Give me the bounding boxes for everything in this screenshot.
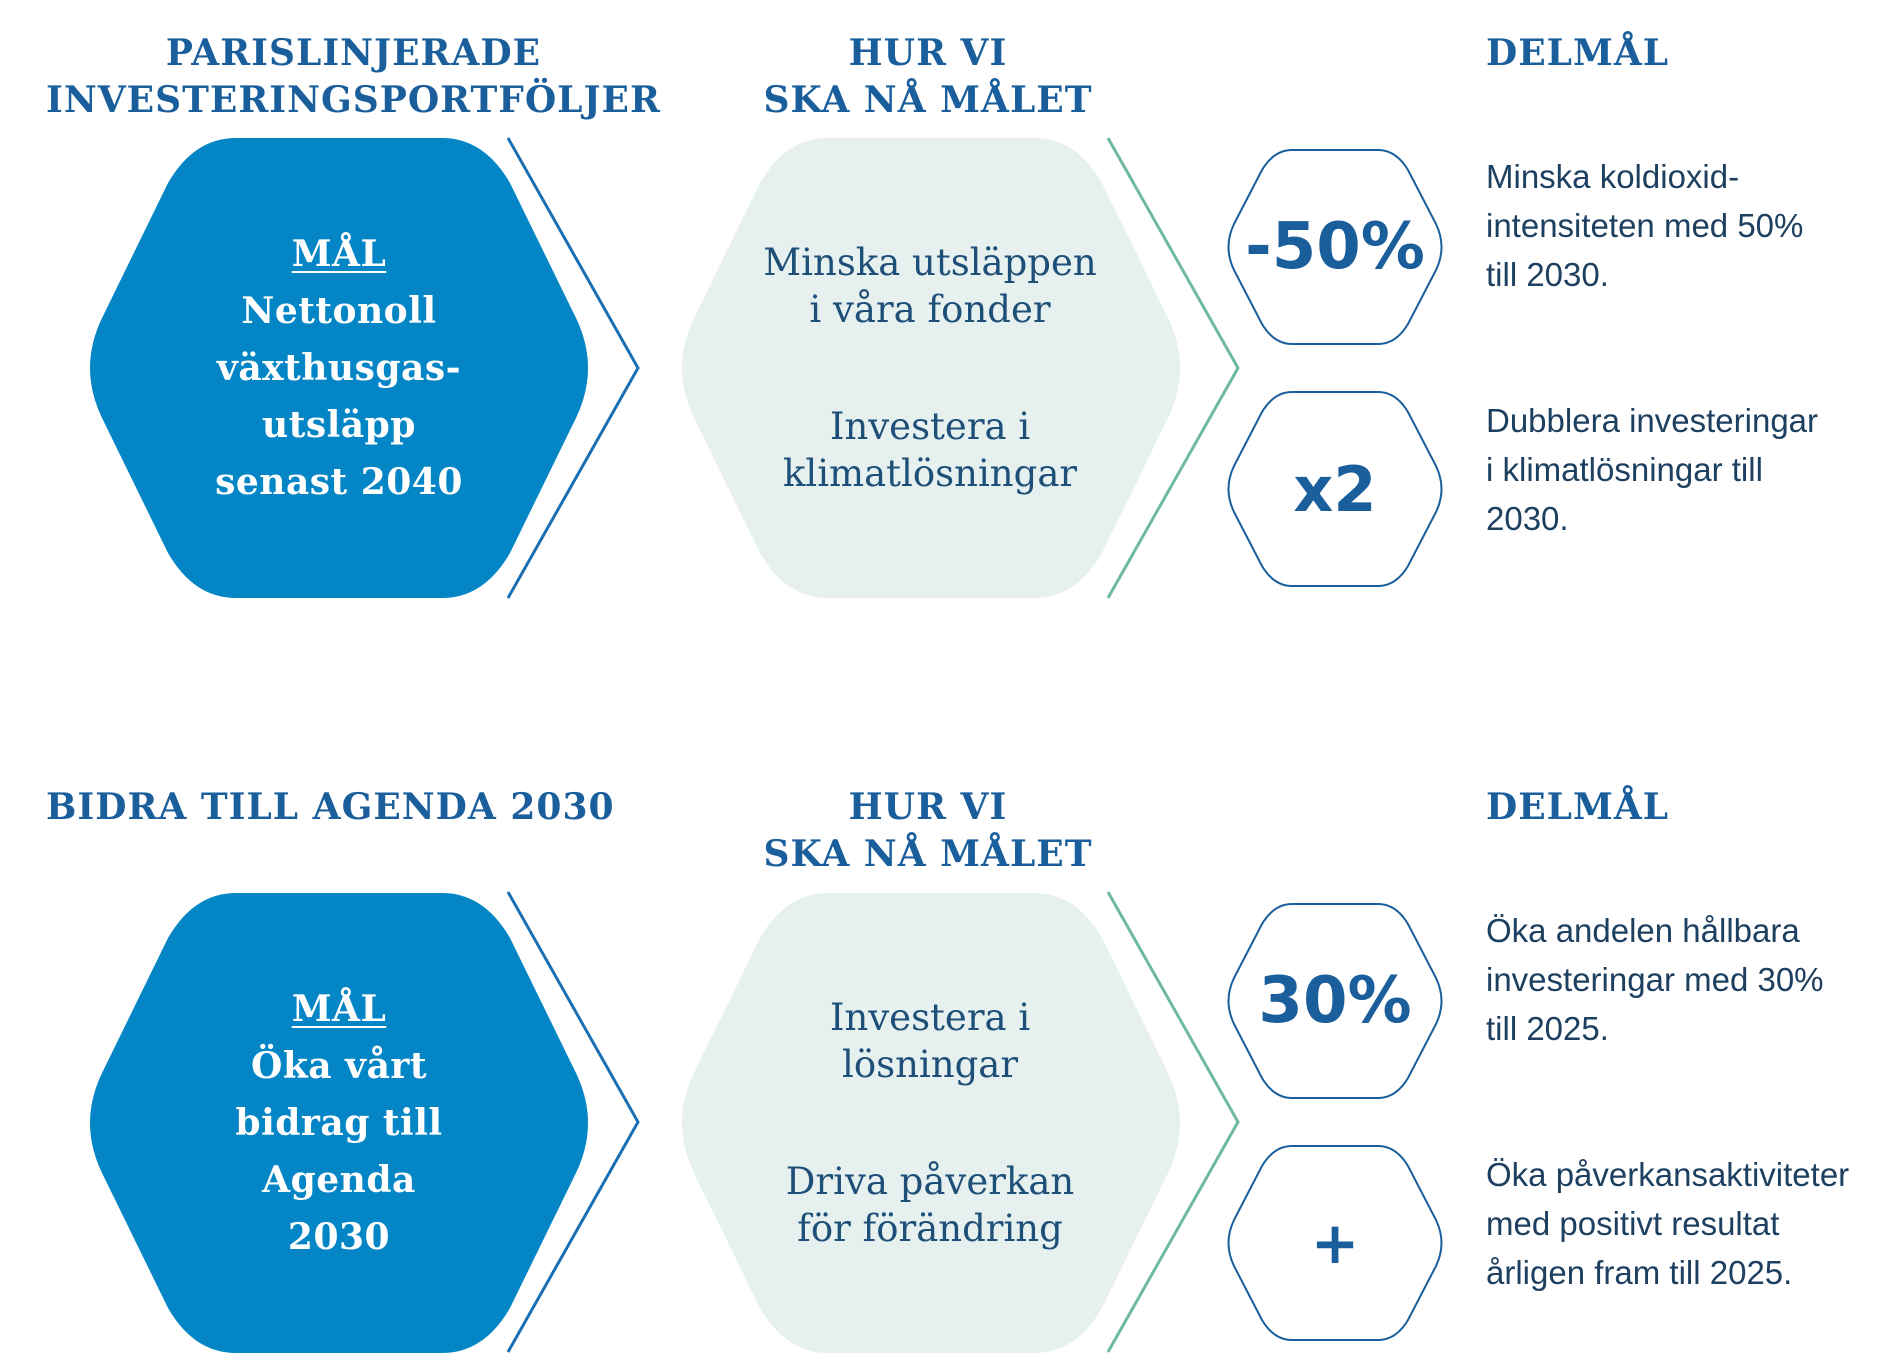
milestone-description: Dubblera investeringar i klimatlösningar…: [1486, 402, 1819, 537]
goal-text-block: MÅL Öka vårt bidrag till Agenda 2030: [136, 893, 542, 1353]
goal-heading: PARISLINJERADE INVESTERINGSPORTFÖLJER: [46, 32, 661, 121]
goal-description: Nettonoll växthusgas- utsläpp senast 204…: [215, 289, 463, 503]
milestone-badge: +: [1310, 1209, 1360, 1277]
how-item: Investera i klimatlösningar: [782, 405, 1078, 495]
milestone-badge-outline: [1227, 391, 1443, 587]
milestone-badge: 30%: [1258, 964, 1412, 1038]
goal-text-block: MÅL Nettonoll växthusgas- utsläpp senast…: [136, 138, 542, 598]
chevron-right-icon: [1106, 891, 1240, 1353]
goal-description: Öka vårt bidrag till Agenda 2030: [235, 1044, 443, 1258]
milestone-description: Öka påverkansaktiviteter med positivt re…: [1486, 1156, 1850, 1291]
goal-label: MÅL: [291, 232, 387, 275]
milestone-description: Minska koldioxid- intensiteten med 50% t…: [1486, 158, 1804, 293]
chevron-right-icon: [506, 137, 640, 599]
milestone-badge-outline: [1227, 903, 1443, 1099]
chevron-right-icon: [506, 891, 640, 1353]
chevron-line: [1106, 891, 1240, 1353]
how-hexagon: [682, 138, 1180, 598]
chevron-right-icon: [1106, 137, 1240, 599]
how-item: Investera i lösningar: [829, 996, 1031, 1086]
how-hexagon-shape: [682, 893, 1180, 1353]
how-hexagon: [682, 893, 1180, 1353]
goal-hexagon-shape: [90, 138, 588, 598]
milestone-description: Öka andelen hållbara investeringar med 3…: [1486, 912, 1824, 1047]
how-text-block: Minska utsläppen i våra fonder Investera…: [700, 138, 1160, 598]
how-hexagon-shape: [682, 138, 1180, 598]
goal-hexagon-shape: [90, 893, 588, 1353]
how-heading: HUR VI SKA NÅ MÅLET: [763, 32, 1093, 121]
chevron-line: [506, 137, 640, 599]
how-item: Driva påverkan för förändring: [785, 1160, 1075, 1250]
chevron-line: [506, 891, 640, 1353]
milestone-badge: x2: [1293, 452, 1377, 526]
milestones-heading: DELMÅL: [1486, 32, 1670, 74]
milestones-heading: DELMÅL: [1486, 786, 1670, 828]
how-text-block: Investera i lösningar Driva påverkan för…: [700, 893, 1160, 1353]
how-heading: HUR VI SKA NÅ MÅLET: [763, 786, 1093, 875]
goal-hexagon: [90, 138, 588, 598]
how-item: Minska utsläppen i våra fonder: [763, 241, 1097, 331]
goal-hexagon: [90, 893, 588, 1353]
chevron-line: [1106, 137, 1240, 599]
milestone-badge: -50%: [1245, 210, 1425, 284]
goal-label: MÅL: [291, 987, 387, 1030]
goal-heading: BIDRA TILL AGENDA 2030: [46, 786, 615, 828]
milestone-badge-outline: [1227, 149, 1443, 345]
milestone-badge-outline: [1227, 1145, 1443, 1341]
